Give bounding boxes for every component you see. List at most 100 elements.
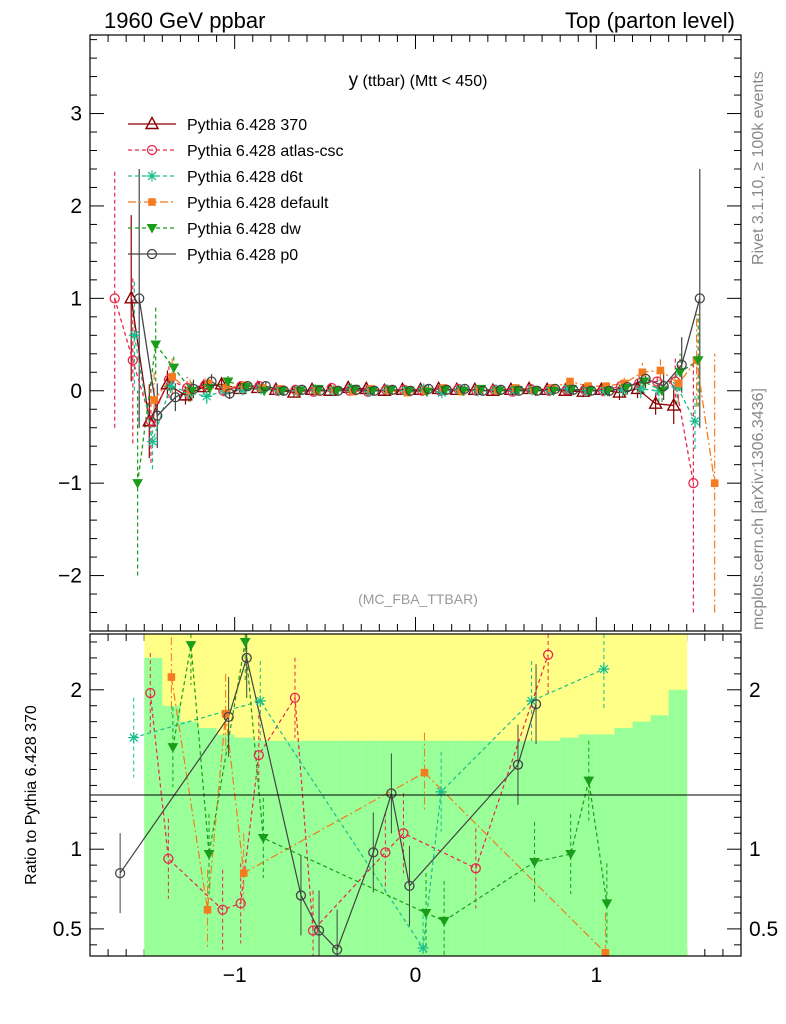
series-line [130,298,674,424]
legend-entry: Pythia 6.428 dw [187,221,301,238]
data-point [150,340,162,351]
data-point [188,383,199,395]
ratio-series-markers [114,637,613,957]
band-inner [650,715,670,956]
title-main: y [349,70,359,91]
band-inner [252,740,272,956]
ratio-data-point [331,944,343,955]
band-inner [505,740,525,956]
band-inner [451,740,471,956]
x-tick-label: 0 [410,964,422,987]
band-inner [234,737,254,956]
main-series-markers [109,290,719,489]
side-text-bottom: mcplots.cern.ch [arXiv:1306.3436] [750,388,767,630]
data-point [622,381,633,393]
data-point [459,383,470,395]
data-point [495,384,507,395]
data-point [689,415,701,427]
ratio-data-point [114,867,126,879]
data-point [653,385,665,397]
ratio-data-point [512,759,524,770]
band-inner [216,734,236,956]
data-point [109,293,120,304]
legend-marker [146,170,158,182]
y-tick-label: 2 [70,195,82,218]
legend-entry: Pythia 6.428 d6t [187,169,303,186]
legend: Pythia 6.428 370 Pythia 6.428 atlas-csc Py… [128,116,344,264]
data-point [584,382,592,390]
header-right: Top (parton level) [565,8,735,33]
ratio-ylabel: Ratio to Pythia 6.428 370 [23,705,40,885]
data-point [132,479,143,489]
band-inner [596,734,615,956]
band-inner [307,740,326,956]
band-inner [560,737,579,956]
data-point [513,385,525,396]
data-point [351,384,362,395]
ratio-plot-frame [89,633,742,957]
ratio-data-point [565,849,577,860]
ratio-y-tick-label: 1 [70,838,82,861]
band-inner [288,740,308,956]
legend-marker [148,198,156,206]
band-inner [144,657,163,956]
data-point [566,377,574,386]
ratio-data-point [239,869,248,877]
ratio-data-point [435,786,447,798]
ratio-data-point [380,847,391,858]
data-point [332,385,344,396]
data-point [635,383,647,395]
ratio-y-tick-label: 2 [70,679,82,702]
x-tick-label: 1 [590,964,602,987]
x-tick-label: −1 [223,964,247,987]
legend-marker [144,116,160,130]
data-point [206,376,217,387]
data-point [586,385,597,396]
band-inner [343,740,362,956]
data-point [648,395,663,409]
data-point [201,390,213,402]
data-point [617,384,629,396]
data-point [602,382,610,390]
series-line [153,358,716,484]
data-point [405,385,416,396]
ratio-data-point [185,641,197,651]
data-point [549,383,561,395]
ratio-data-point [386,788,397,799]
ratio-data-point [239,637,251,648]
data-point [146,436,158,448]
ratio-data-point [241,652,252,664]
band-inner [397,740,416,956]
band-inner [162,705,181,956]
ratio-data-point [404,880,415,892]
ratio-series-line [149,654,549,932]
data-point [638,368,647,377]
data-point [165,380,177,392]
band-inner [469,740,489,956]
ratio-plot: 0.5 0.5 1 1 2 2 −1 0 1 Ratio to Pythia 6.428 370 [23,633,778,987]
ratio-data-point [420,768,429,777]
data-point [387,384,398,395]
ratio-data-point [417,942,429,954]
ratio-data-point [601,899,613,909]
ratio-series-line [133,668,605,950]
legend-marker [146,144,158,156]
ratio-data-point [223,711,234,723]
y-tick-label: 0 [70,380,82,403]
band-inner [614,728,633,956]
data-point [441,384,452,395]
data-point [314,385,326,396]
data-point [170,392,181,403]
ratio-data-point [163,853,174,864]
data-point [214,376,229,390]
ratio-data-point [313,925,325,936]
ratio-data-point [167,743,179,753]
ratio-data-point [398,828,409,839]
data-point [710,479,719,487]
series-line [138,298,701,418]
ratio-data-point [542,649,554,660]
ratio-data-point [530,698,542,710]
ratio-data-point [368,847,379,858]
series-line [136,342,699,484]
band-inner [668,689,688,956]
